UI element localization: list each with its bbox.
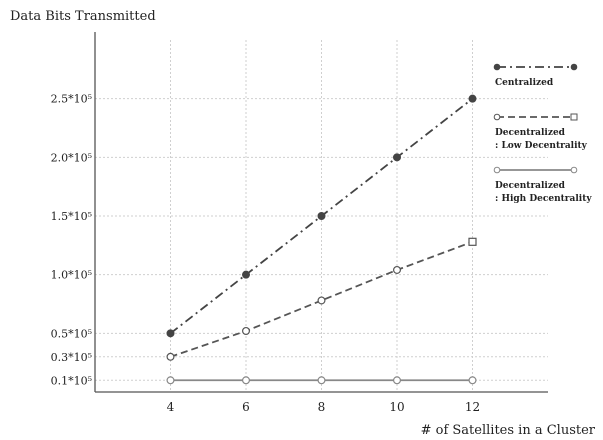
y-axis-label: Data Bits Transmitted — [10, 9, 156, 24]
legend-marker — [570, 113, 578, 121]
x-tick-label: 8 — [318, 400, 326, 414]
legend-item-2: Decentralized: Low Decentrality — [493, 113, 588, 151]
data-point — [317, 212, 326, 221]
x-tick-label: 12 — [465, 400, 480, 414]
y-tick-label: 0.5*10⁵ — [51, 327, 92, 340]
legend-marker — [493, 166, 501, 174]
y-tick-label: 0.1*10⁵ — [51, 374, 92, 387]
series-3 — [166, 376, 477, 385]
data-point — [468, 94, 477, 103]
legend-marker — [570, 166, 578, 174]
legend-item-3: Decentralized: High Decentrality — [493, 166, 592, 204]
tick-labels: 4 6 8 10 12 0.1*10⁵ 0.3*10⁵ 0.5*10⁵ 1.0*10⁵ 1.5*1… — [51, 93, 481, 414]
series-layer — [166, 94, 477, 385]
y-tick-label: 1.5*10⁵ — [51, 210, 92, 223]
data-point — [166, 329, 175, 338]
legend: Centralized Decentralized: Low Decentrali… — [493, 63, 592, 204]
data-point — [393, 265, 402, 274]
data-point — [393, 153, 402, 162]
legend-label: Decentralized: High Decentrality — [495, 181, 592, 204]
data-point — [166, 352, 175, 361]
series-1 — [166, 94, 477, 338]
x-axis-label: # of Satellites in a Cluster — [421, 423, 596, 438]
legend-label: Decentralized: Low Decentrality — [495, 128, 588, 151]
legend-marker — [493, 63, 501, 71]
x-tick-label: 4 — [167, 400, 175, 414]
y-tick-label: 2.0*10⁵ — [51, 151, 92, 164]
legend-marker — [570, 63, 578, 71]
series-2 — [166, 237, 477, 361]
data-point — [242, 376, 251, 385]
data-point — [317, 376, 326, 385]
data-point — [242, 270, 251, 279]
legend-marker — [493, 113, 501, 121]
data-point — [166, 376, 175, 385]
y-tick-label: 2.5*10⁵ — [51, 93, 92, 106]
y-tick-label: 1.0*10⁵ — [51, 269, 92, 282]
y-tick-label: 0.3*10⁵ — [51, 351, 92, 364]
data-point — [242, 326, 251, 335]
x-tick-label: 6 — [242, 400, 250, 414]
legend-label: Centralized — [495, 78, 554, 88]
data-point — [468, 237, 477, 246]
legend-item-1: Centralized — [493, 63, 578, 88]
data-point — [393, 376, 402, 385]
data-point — [468, 376, 477, 385]
series-line — [170, 240, 473, 358]
data-point — [317, 296, 326, 305]
axes — [94, 32, 548, 393]
x-tick-label: 10 — [389, 400, 404, 414]
